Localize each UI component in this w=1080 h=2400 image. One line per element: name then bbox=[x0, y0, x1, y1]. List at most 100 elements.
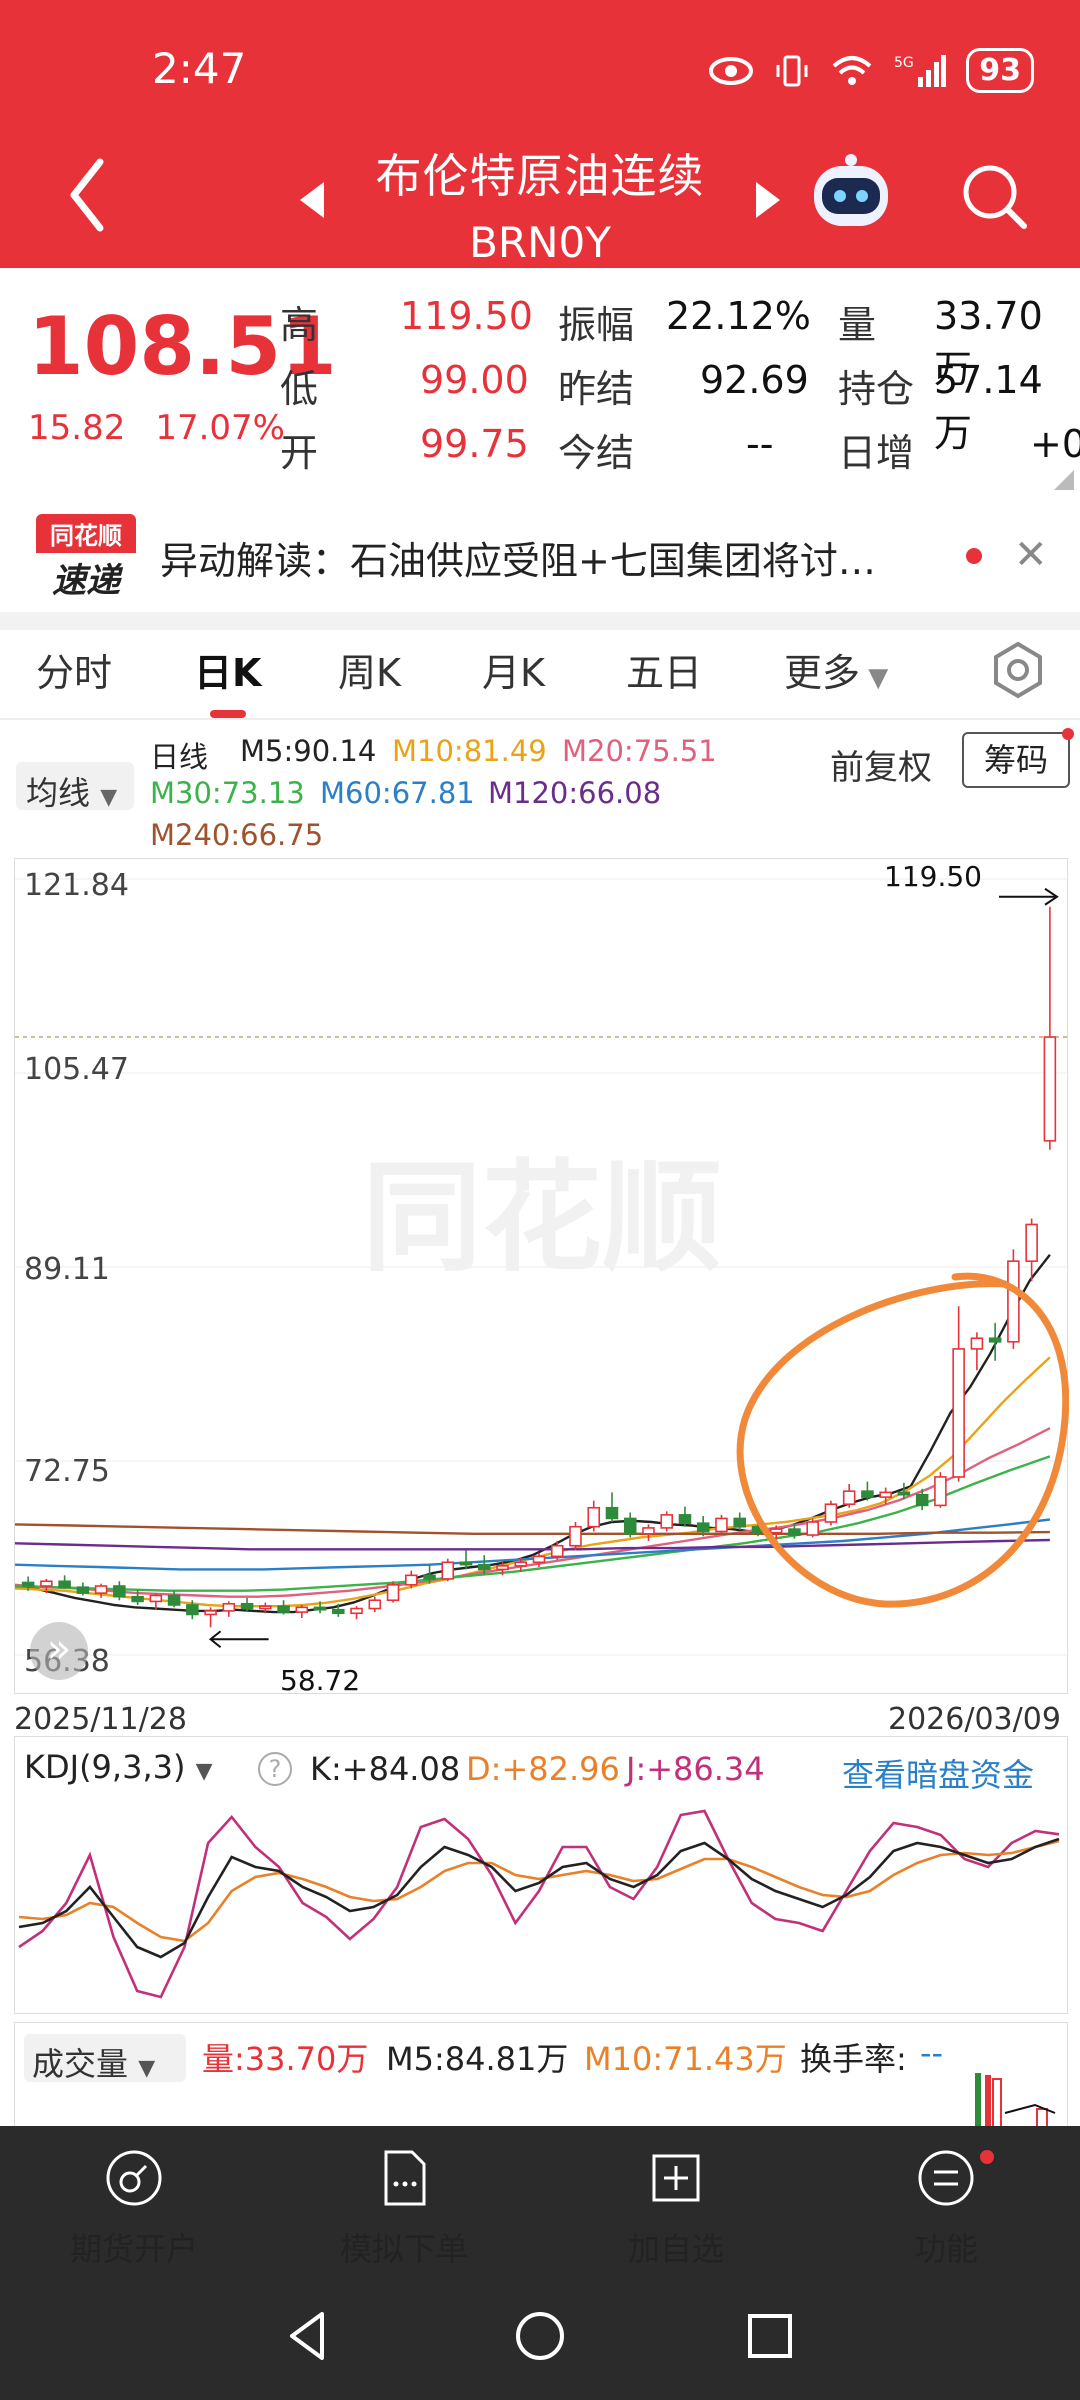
candle bbox=[58, 1580, 71, 1588]
expand-corner-icon[interactable] bbox=[1054, 470, 1074, 490]
next-contract-icon[interactable] bbox=[756, 182, 780, 218]
wifi-icon bbox=[832, 55, 872, 85]
tab-daily-k[interactable]: 日K bbox=[194, 651, 262, 695]
unread-dot bbox=[1062, 728, 1074, 740]
volume-m5: M5:84.81万 bbox=[386, 2040, 569, 2078]
eye-icon bbox=[709, 56, 754, 85]
search-icon[interactable] bbox=[958, 160, 1030, 232]
divider bbox=[0, 612, 1080, 630]
account-icon bbox=[106, 2150, 162, 2206]
news-headline[interactable]: 异动解读：石油供应受阻+七国集团将讨… bbox=[160, 539, 876, 583]
nav-add-watchlist[interactable]: 加自选 bbox=[556, 2146, 796, 2270]
tab-timeshare[interactable]: 分时 bbox=[36, 651, 113, 695]
candle bbox=[405, 1574, 418, 1586]
chip-distribution-button[interactable]: 筹码 bbox=[962, 732, 1070, 788]
high-arrowhead bbox=[1044, 887, 1059, 906]
ma-line-m60 bbox=[14, 1518, 1051, 1571]
candle bbox=[569, 1525, 582, 1547]
system-home-icon[interactable] bbox=[510, 2306, 570, 2366]
kline-svg: 同花顺 bbox=[14, 878, 1070, 1656]
bottom-navigation bbox=[0, 2126, 1080, 2400]
contract-code: BRN0Y bbox=[469, 218, 611, 267]
volume-bar bbox=[992, 2078, 1002, 2127]
news-logo: 同花顺 速递 bbox=[36, 514, 136, 604]
candle bbox=[897, 1491, 911, 1496]
y-axis-label: 89.11 bbox=[24, 1252, 110, 1287]
candle bbox=[769, 1528, 783, 1534]
y-axis-label: 121.84 bbox=[24, 868, 129, 903]
volume-panel[interactable] bbox=[14, 2022, 1068, 2127]
indicator-select-label: KDJ(9,3,3) bbox=[24, 1748, 186, 1786]
dark-pool-link[interactable]: 查看暗盘资金 bbox=[842, 1756, 1035, 1794]
prev-settle-value: 92.69 bbox=[700, 358, 809, 402]
ai-assistant-icon[interactable] bbox=[808, 152, 894, 232]
tab-monthly-k[interactable]: 月K bbox=[482, 651, 545, 695]
menu-icon bbox=[918, 2150, 974, 2206]
ma-line-m30 bbox=[14, 1455, 1051, 1592]
candle bbox=[532, 1555, 546, 1564]
prev-contract-icon[interactable] bbox=[300, 182, 324, 218]
back-icon[interactable] bbox=[60, 150, 116, 240]
candle bbox=[824, 1503, 838, 1523]
close-icon[interactable]: ✕ bbox=[1014, 532, 1048, 578]
candle bbox=[204, 1610, 217, 1616]
volume-bar bbox=[985, 2075, 991, 2127]
candle bbox=[623, 1517, 637, 1535]
kdj-k-value: K:+84.08 bbox=[310, 1750, 461, 1788]
candle bbox=[605, 1506, 619, 1520]
turnover-label: 换手率: bbox=[800, 2040, 907, 2078]
adjust-mode[interactable]: 前复权 bbox=[830, 748, 932, 788]
ma-line-m120 bbox=[14, 1538, 1050, 1551]
volume-svg bbox=[975, 2073, 1056, 2127]
candle bbox=[788, 1528, 801, 1536]
candle bbox=[915, 1493, 929, 1507]
tab-five-day[interactable]: 五日 bbox=[626, 651, 703, 695]
expand-chart-icon[interactable]: » bbox=[30, 1622, 88, 1680]
candle bbox=[332, 1608, 345, 1615]
candle bbox=[94, 1585, 108, 1594]
tab-weekly-k[interactable]: 周K bbox=[338, 651, 401, 695]
nav-functions[interactable]: 功能 bbox=[826, 2146, 1066, 2270]
candle bbox=[1025, 1223, 1038, 1262]
candle bbox=[879, 1491, 892, 1498]
high-label: 高 bbox=[280, 303, 319, 347]
price-change: 15.82 17.07% bbox=[28, 408, 315, 448]
indicator-select[interactable]: KDJ(9,3,3) ▼ bbox=[24, 1748, 213, 1786]
kdj-j-value: J:+86.34 bbox=[626, 1750, 765, 1788]
ma-line-m240 bbox=[14, 1523, 1050, 1535]
help-icon[interactable]: ? bbox=[258, 1752, 292, 1786]
daily-change-label: 日增 bbox=[838, 431, 915, 475]
candle bbox=[934, 1476, 947, 1507]
nav-simulated-order[interactable]: 模拟下单 bbox=[284, 2146, 524, 2270]
ma-select[interactable]: 均线 ▼ bbox=[16, 762, 134, 812]
system-recents-icon[interactable] bbox=[740, 2306, 800, 2366]
tab-more[interactable]: 更多 ▼ bbox=[784, 642, 888, 697]
document-icon bbox=[384, 2150, 426, 2206]
kline-chart[interactable]: 同花顺 bbox=[14, 858, 1070, 1694]
candle bbox=[660, 1514, 673, 1529]
candle bbox=[477, 1563, 491, 1571]
settle-label: 今结 bbox=[558, 431, 635, 475]
ma-select-label: 均线 bbox=[26, 774, 91, 812]
nav-label: 模拟下单 bbox=[339, 2230, 468, 2268]
kdj-j-line bbox=[18, 1809, 1060, 1999]
signal-icon: 5G bbox=[894, 54, 947, 87]
high-marker-label: 119.50 bbox=[884, 860, 982, 893]
nav-open-account[interactable]: 期货开户 bbox=[14, 2146, 254, 2270]
kdj-panel[interactable] bbox=[14, 1736, 1068, 2014]
change-percent: 17.07% bbox=[155, 408, 285, 448]
open-interest-label: 持仓 bbox=[838, 367, 915, 411]
chevron-down-icon: ▼ bbox=[138, 2056, 156, 2081]
open-interest-value: 57.14万 bbox=[934, 358, 1043, 455]
prev-settle-label: 昨结 bbox=[558, 367, 635, 411]
volume-today: 量:33.70万 bbox=[202, 2040, 369, 2078]
candle bbox=[842, 1490, 856, 1506]
candle bbox=[113, 1585, 126, 1598]
turnover-value: -- bbox=[920, 2034, 944, 2072]
volume-select[interactable]: 成交量 ▼ bbox=[24, 2034, 186, 2083]
system-back-icon[interactable] bbox=[278, 2306, 338, 2366]
candle bbox=[131, 1595, 144, 1603]
candle bbox=[441, 1561, 455, 1580]
news-logo-top: 同花顺 bbox=[36, 514, 136, 553]
settings-icon[interactable] bbox=[988, 640, 1048, 700]
